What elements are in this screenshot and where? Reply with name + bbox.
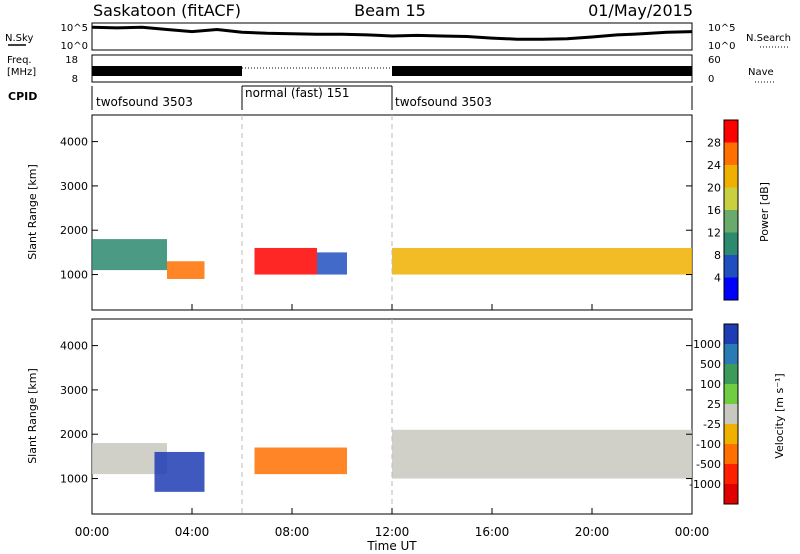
date-title: 01/May/2015 <box>588 1 693 20</box>
power-colorbar-label: Power [dB] <box>758 182 771 242</box>
velocity-ylabel: Slant Range [km] <box>26 368 39 464</box>
velocity-band-2 <box>254 447 347 475</box>
power-cbar-frame <box>723 119 739 301</box>
velocity-cbar-seg-7 <box>724 464 738 485</box>
velocity-cbar-seg-2 <box>724 364 738 385</box>
power-band-2 <box>254 247 317 275</box>
power-cbar-seg-0 <box>724 120 738 143</box>
power-ytick-label-3: 4000 <box>60 136 88 149</box>
velocity-colorbar-label: Velocity [m s⁻¹] <box>773 373 786 458</box>
velocity-ytick-label-2: 3000 <box>60 384 88 397</box>
velocity-ytick-label-0: 1000 <box>60 473 88 486</box>
cpid-segment-1: twofsound 3503 <box>96 95 193 109</box>
velocity-cbar-frame <box>723 323 739 505</box>
power-cbar-tick-3: 16 <box>707 204 721 217</box>
power-ytick-label-0: 1000 <box>60 269 88 282</box>
freq-left-tick-top: 18 <box>65 55 78 66</box>
velocity-cbar-seg-5 <box>724 424 738 445</box>
velocity-cbar-seg-3 <box>724 384 738 405</box>
power-cbar-tick-4: 20 <box>707 182 721 195</box>
x-tick-label-0: 00:00 <box>75 525 110 539</box>
velocity-cbar-tick-5: -100 <box>696 438 721 451</box>
noise-right-tick-top: 10^5 <box>708 23 735 34</box>
velocity-cbar-tick-7: -1000 <box>689 478 721 491</box>
noise-panel: N.Sky 10^5 10^0 10^5 10^0 N.Search <box>5 22 791 52</box>
cpid-segment-2: normal (fast) 151 <box>245 86 349 100</box>
velocity-cbar-seg-0 <box>724 324 738 345</box>
freq-left-label-1: Freq. <box>7 55 32 66</box>
cpid-panel: CPID twofsound 3503 normal (fast) 151 tw… <box>8 85 693 110</box>
power-cbar-tick-6: 28 <box>707 137 721 150</box>
power-cbar-seg-1 <box>724 142 738 166</box>
velocity-cbar-seg-4 <box>724 404 738 425</box>
power-band-3 <box>317 252 347 275</box>
x-axis-label: Time UT <box>366 539 417 553</box>
power-ylabel: Slant Range [km] <box>26 164 39 260</box>
velocity-band-3 <box>392 429 692 479</box>
power-cbar-tick-2: 12 <box>707 227 721 240</box>
velocity-cbar-seg-8 <box>724 484 738 505</box>
power-cbar-tick-1: 8 <box>714 249 721 262</box>
cpid-label: CPID <box>8 90 37 103</box>
velocity-cbar-tick-1: 500 <box>700 358 721 371</box>
velocity-cbar-tick-3: 25 <box>707 398 721 411</box>
noise-right-label: N.Search <box>746 33 791 44</box>
power-cbar-seg-6 <box>724 255 738 278</box>
velocity-cbar-seg-6 <box>724 444 738 465</box>
freq-panel: Freq. [MHz] 18 8 60 0 Nave <box>7 54 775 85</box>
power-band-1 <box>167 261 205 279</box>
freq-left-tick-bottom: 8 <box>72 74 78 85</box>
noise-left-tick-bottom: 10^0 <box>61 41 88 52</box>
cpid-segment-3: twofsound 3503 <box>395 95 492 109</box>
power-cbar-seg-2 <box>724 165 738 188</box>
power-cbar-seg-5 <box>724 232 738 256</box>
x-tick-label-3: 12:00 <box>375 525 410 539</box>
velocity-cbar-tick-4: -25 <box>703 418 721 431</box>
noise-sky-trace <box>91 25 693 41</box>
velocity-ytick-label-3: 4000 <box>60 340 88 353</box>
freq-block-1 <box>92 66 242 76</box>
freq-right-label: Nave <box>748 67 774 78</box>
power-cbar-seg-4 <box>724 210 738 233</box>
velocity-ytick-label-1: 2000 <box>60 428 88 441</box>
beam-title: Beam 15 <box>354 1 426 20</box>
power-ytick-label-1: 2000 <box>60 224 88 237</box>
freq-right-tick-top: 60 <box>708 55 721 66</box>
noise-left-label: N.Sky <box>5 33 33 44</box>
power-cbar-tick-5: 24 <box>707 159 721 172</box>
velocity-cbar-tick-0: 1000 <box>693 338 721 351</box>
velocity-cbar-seg-1 <box>724 344 738 365</box>
velocity-cbar-tick-2: 100 <box>700 378 721 391</box>
velocity-panel: 1000 2000 3000 4000 Slant Range [km] 1000 50… <box>26 318 786 515</box>
noise-right-tick-bottom: 10^0 <box>708 41 735 52</box>
velocity-heatmap <box>92 429 692 492</box>
power-band-0 <box>92 239 167 271</box>
x-tick-label-5: 20:00 <box>575 525 610 539</box>
power-cbar-seg-3 <box>724 187 738 211</box>
power-panel: 1000 2000 3000 4000 Slant Range [km] 4 8 12 16… <box>26 114 771 311</box>
freq-block-2 <box>392 66 692 76</box>
power-band-4 <box>392 247 692 275</box>
x-tick-label-4: 16:00 <box>475 525 510 539</box>
x-tick-label-1: 04:00 <box>175 525 210 539</box>
freq-right-tick-bottom: 0 <box>708 74 714 85</box>
x-tick-label-2: 08:00 <box>275 525 310 539</box>
velocity-cbar-tick-6: -500 <box>696 458 721 471</box>
noise-left-tick-top: 10^5 <box>61 23 88 34</box>
power-ytick-label-2: 3000 <box>60 180 88 193</box>
power-cbar-tick-0: 4 <box>714 272 721 285</box>
station-title: Saskatoon (fitACF) <box>93 1 241 20</box>
freq-left-label-2: [MHz] <box>7 67 36 78</box>
power-cbar-seg-7 <box>724 277 738 301</box>
x-tick-label-6: 00:00 <box>675 525 710 539</box>
power-heatmap <box>92 239 692 279</box>
velocity-band-1 <box>154 451 205 492</box>
x-axis: 00:00 04:00 08:00 12:00 16:00 20:00 00:00 <box>75 304 710 539</box>
